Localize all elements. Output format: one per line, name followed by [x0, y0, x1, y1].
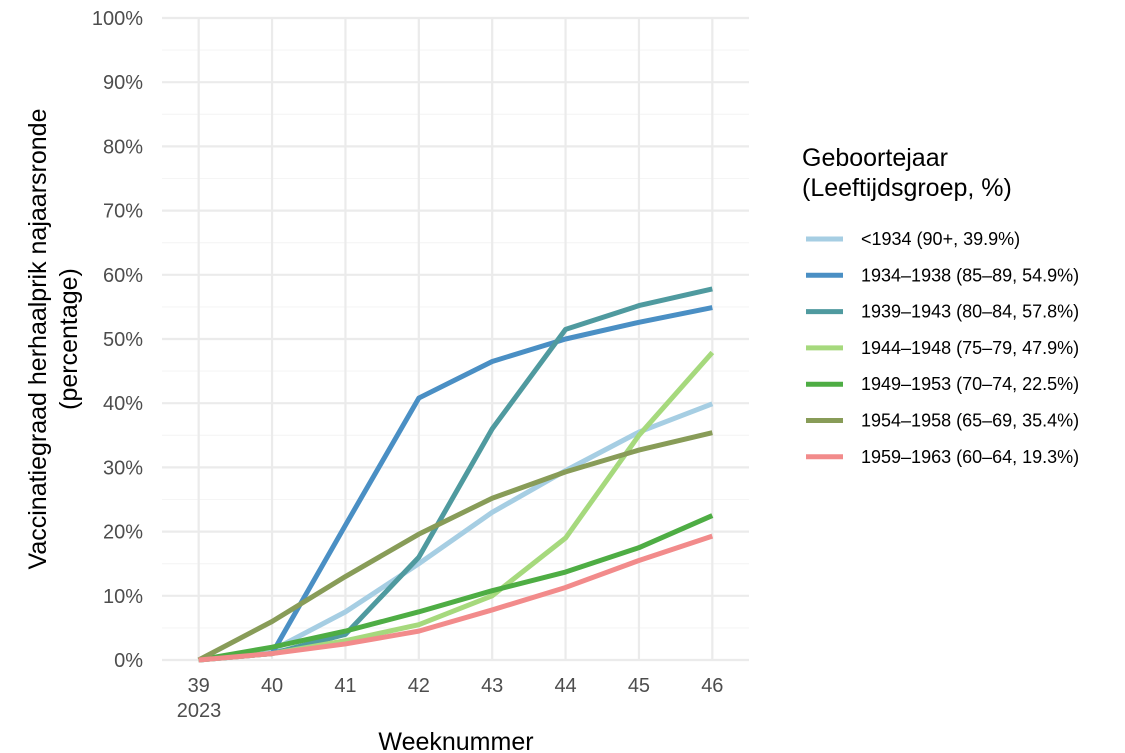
y-tick-label: 50% — [103, 329, 143, 351]
y-tick-label: 0% — [114, 650, 143, 672]
y-tick-label: 90% — [103, 72, 143, 94]
legend-label: <1934 (90+, 39.9%) — [861, 229, 1020, 249]
x-tick-label: 41 — [334, 675, 356, 697]
x-axis-ticks: 2023 39 40 41 42 43 44 45 46 — [177, 675, 724, 722]
legend-title-line-1: Geboortejaar — [802, 144, 948, 172]
series-line — [198, 513, 714, 663]
y-axis-ticks: 0% 10% 20% 30% 40% 50% 60% 70% 80% 90% 100% — [92, 8, 143, 672]
series-lines — [197, 286, 715, 663]
x-axis-year-label: 2023 — [177, 700, 222, 722]
y-tick-label: 80% — [103, 136, 143, 158]
y-tick-label: 20% — [103, 522, 143, 544]
legend-label: 1934–1938 (85–89, 54.9%) — [861, 265, 1079, 285]
legend-title-line-2: (Leeftijdsgroep, %) — [802, 174, 1012, 202]
y-tick-label: 40% — [103, 393, 143, 415]
legend-label: 1954–1958 (65–69, 35.4%) — [861, 411, 1079, 431]
y-tick-label: 70% — [103, 201, 143, 223]
x-tick-label: 46 — [701, 675, 723, 697]
y-axis-title-line-2: (percentage) — [55, 268, 83, 410]
y-tick-label: 30% — [103, 457, 143, 479]
y-axis-title: Vaccinatiegraad herhaalprik najaarsronde… — [24, 109, 83, 570]
y-tick-label: 10% — [103, 586, 143, 608]
x-tick-label: 40 — [261, 675, 283, 697]
y-tick-label: 60% — [103, 265, 143, 287]
legend-label: 1944–1948 (75–79, 47.9%) — [861, 338, 1079, 358]
legend-label: 1959–1963 (60–64, 19.3%) — [861, 447, 1079, 467]
x-tick-label: 43 — [481, 675, 503, 697]
x-tick-label: 45 — [628, 675, 650, 697]
series-line — [198, 305, 713, 663]
x-tick-label: 42 — [408, 675, 430, 697]
y-tick-label: 100% — [92, 8, 143, 30]
series-line — [198, 533, 714, 663]
x-tick-label: 44 — [554, 675, 576, 697]
x-axis-title: Weeknummer — [378, 728, 533, 753]
y-axis-title-line-1: Vaccinatiegraad herhaalprik najaarsronde — [24, 109, 52, 570]
series-line — [197, 430, 713, 663]
legend-label: 1939–1943 (80–84, 57.8%) — [861, 302, 1079, 322]
grid — [162, 16, 749, 662]
x-tick-label: 39 — [188, 675, 210, 697]
legend: Geboortejaar (Leeftijdsgroep, %) <1934 (… — [802, 144, 1079, 467]
legend-items: <1934 (90+, 39.9%) 1934–1938 (85–89, 54.9… — [806, 229, 1079, 467]
legend-label: 1949–1953 (70–74, 22.5%) — [861, 374, 1079, 394]
